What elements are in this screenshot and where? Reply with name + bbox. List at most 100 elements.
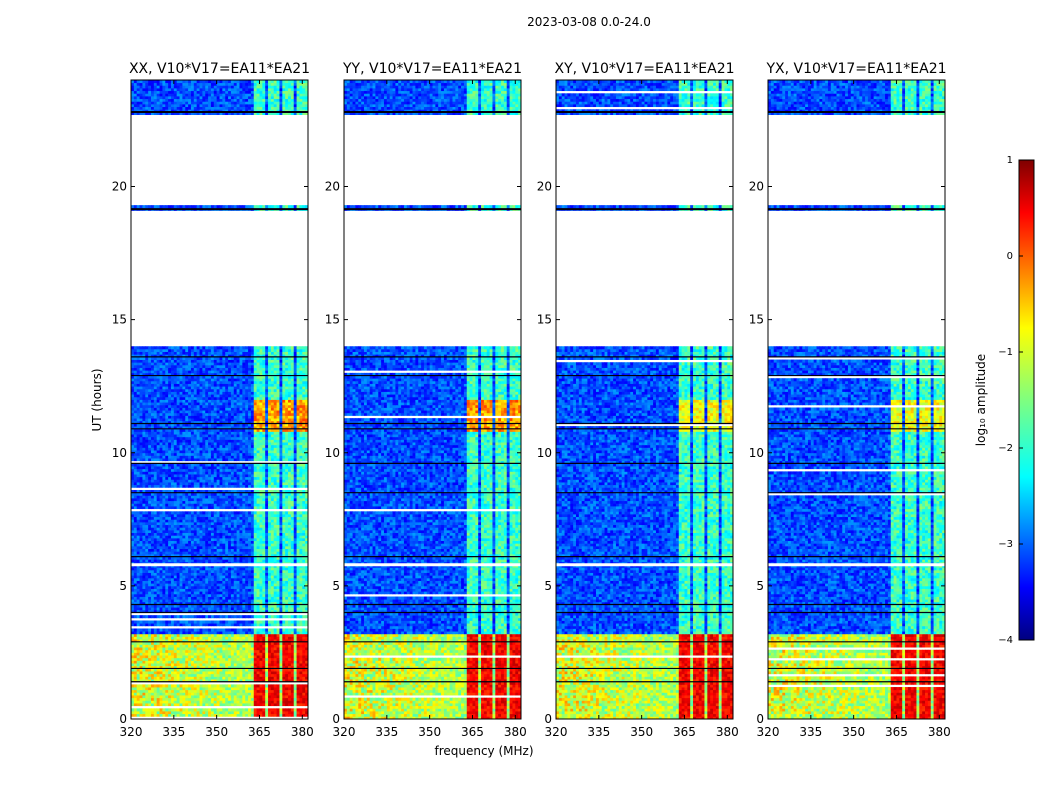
heatmap-cell (168, 620, 171, 623)
heatmap-cell (174, 543, 177, 546)
heatmap-cell (228, 631, 231, 634)
heatmap-cell (145, 567, 148, 570)
heatmap-cell (299, 567, 302, 570)
heatmap-cell (197, 599, 200, 602)
heatmap-cell (194, 623, 197, 626)
heatmap-cell (285, 495, 288, 498)
heatmap-cell (162, 655, 165, 658)
heatmap-cell (174, 687, 177, 690)
heatmap-cell (214, 631, 217, 634)
heatmap-cell (188, 700, 191, 703)
heatmap-cell (268, 615, 271, 618)
heatmap-cell (194, 485, 197, 488)
heatmap-cell (140, 533, 143, 536)
heatmap-cell (257, 594, 260, 597)
heatmap-cell (294, 586, 297, 589)
heatmap-cell (225, 514, 228, 517)
heatmap-cell (180, 525, 183, 528)
heatmap-cell (171, 591, 174, 594)
heatmap-cell (297, 575, 300, 578)
heatmap-cell (220, 575, 223, 578)
heatmap-cell (191, 644, 194, 647)
heatmap-cell (251, 623, 254, 626)
heatmap-cell (154, 671, 157, 674)
heatmap-cell (171, 570, 174, 573)
heatmap-cell (302, 658, 305, 661)
heatmap-cell (191, 700, 194, 703)
heatmap-cell (137, 589, 140, 592)
heatmap-cell (245, 615, 248, 618)
heatmap-cell (257, 522, 260, 525)
heatmap-cell (160, 684, 163, 687)
heatmap-cell (237, 567, 240, 570)
heatmap-cell (279, 519, 282, 522)
heatmap-cell (237, 652, 240, 655)
heatmap-cell (271, 623, 274, 626)
heatmap-cell (165, 589, 168, 592)
heatmap-cell (188, 514, 191, 517)
heatmap-cell (137, 567, 140, 570)
heatmap-cell (291, 535, 294, 538)
heatmap-cell (268, 660, 271, 663)
heatmap-cell (165, 708, 168, 711)
heatmap-cell (177, 597, 180, 600)
heatmap-cell (165, 687, 168, 690)
heatmap-cell (242, 581, 245, 584)
heatmap-cell (242, 631, 245, 634)
heatmap-cell (154, 687, 157, 690)
heatmap-cell (282, 535, 285, 538)
heatmap-cell (237, 541, 240, 544)
heatmap-cell (202, 644, 205, 647)
heatmap-cell (214, 607, 217, 610)
heatmap-cell (294, 636, 297, 639)
heatmap-cell (234, 498, 237, 501)
heatmap-cell (197, 623, 200, 626)
heatmap-cell (162, 541, 165, 544)
heatmap-cell (259, 599, 262, 602)
heatmap-cell (257, 543, 260, 546)
heatmap-cell (134, 533, 137, 536)
heatmap-cell (200, 623, 203, 626)
heatmap-cell (248, 525, 251, 528)
heatmap-cell (205, 644, 208, 647)
heatmap-cell (228, 708, 231, 711)
heatmap-cell (200, 591, 203, 594)
heatmap-cell (145, 511, 148, 514)
heatmap-cell (168, 549, 171, 552)
heatmap-cell (214, 658, 217, 661)
heatmap-cell (160, 594, 163, 597)
heatmap-cell (220, 671, 223, 674)
heatmap-cell (228, 583, 231, 586)
heatmap-cell (208, 543, 211, 546)
heatmap-cell (299, 698, 302, 701)
heatmap-cell (157, 583, 160, 586)
heatmap-cell (251, 636, 254, 639)
heatmap-cell (177, 674, 180, 677)
heatmap-cell (294, 650, 297, 653)
heatmap-cell (259, 551, 262, 554)
heatmap-cell (297, 700, 300, 703)
heatmap-cell (182, 559, 185, 562)
heatmap-cell (239, 517, 242, 520)
heatmap-cell (154, 589, 157, 592)
heatmap-cell (151, 501, 154, 504)
heatmap-cell (151, 634, 154, 637)
heatmap-cell (148, 676, 151, 679)
heatmap-cell (214, 503, 217, 506)
heatmap-cell (254, 692, 257, 695)
heatmap-cell (297, 583, 300, 586)
heatmap-cell (211, 652, 214, 655)
heatmap-cell (225, 495, 228, 498)
heatmap-cell (197, 597, 200, 600)
heatmap-cell (165, 692, 168, 695)
heatmap-cell (165, 485, 168, 488)
heatmap-cell (268, 583, 271, 586)
heatmap-cell (154, 684, 157, 687)
heatmap-cell (282, 519, 285, 522)
heatmap-cell (160, 597, 163, 600)
heatmap-cell (274, 533, 277, 536)
heatmap-cell (231, 567, 234, 570)
heatmap-cell (285, 525, 288, 528)
heatmap-cell (145, 546, 148, 549)
heatmap-cell (168, 703, 171, 706)
